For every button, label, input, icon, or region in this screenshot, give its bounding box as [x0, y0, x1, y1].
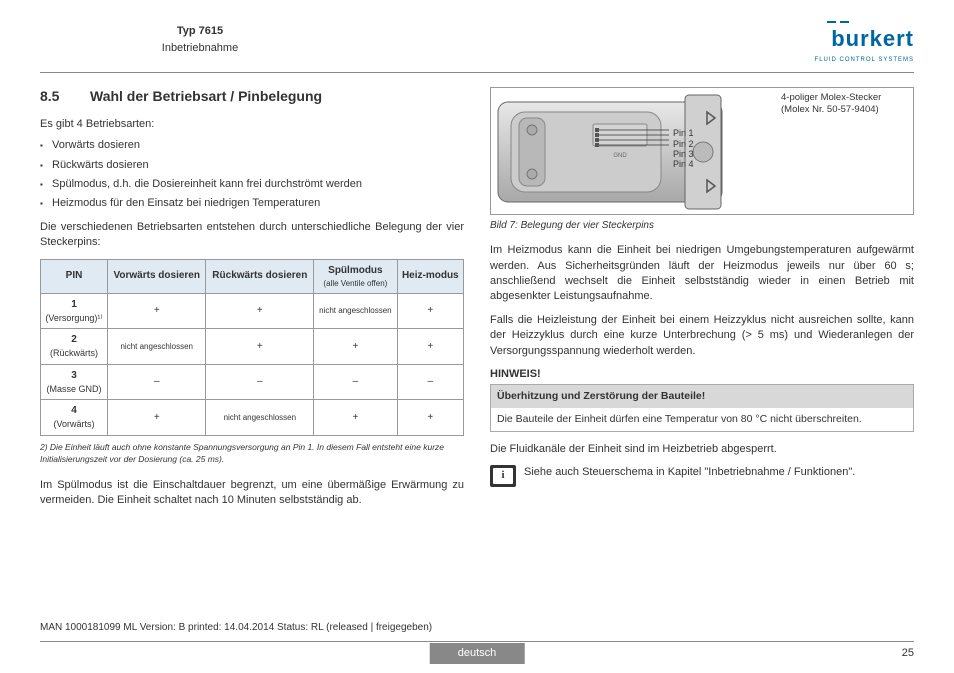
list-item: Heizmodus für den Einsatz bei niedrigen … [40, 196, 464, 211]
pin-diagram: GND 4-poliger Molex-Stecker (Molex Nr. 5… [490, 87, 914, 215]
book-info-icon [490, 465, 516, 487]
left-column: 8.5 Wahl der Betriebsart / Pinbelegung E… [40, 87, 464, 516]
pin-table: PIN Vorwärts dosieren Rückwärts dosieren… [40, 259, 464, 437]
table-row: 2(Rückwärts) nicht angeschlossen + + + [41, 329, 464, 365]
list-item: Spülmodus, d.h. die Dosiereinheit kann f… [40, 177, 464, 192]
svg-text:GND: GND [613, 153, 627, 159]
figure-caption: Bild 7: Belegung der vier Steckerpins [490, 219, 914, 233]
table-row: 3(Masse GND) – – – – [41, 364, 464, 400]
footer-page-number: 25 [902, 646, 914, 661]
molex-label: 4-poliger Molex-Stecker (Molex Nr. 50-57… [781, 92, 909, 116]
header-sub: Inbetriebnahme [40, 41, 360, 56]
table-row: 4(Vorwärts) + nicht angeschlossen + + [41, 400, 464, 436]
fluid-para: Die Fluidkanäle der Einheit sind im Heiz… [490, 442, 914, 457]
footer-bar: deutsch 25 [40, 641, 914, 663]
brand-logo: burkert FLUID CONTROL SYSTEMS [815, 24, 914, 64]
section-heading: 8.5 Wahl der Betriebsart / Pinbelegung [40, 87, 464, 107]
list-item: Rückwärts dosieren [40, 158, 464, 173]
heiz-para-2: Falls die Heizleistung der Einheit bei e… [490, 313, 914, 359]
list-item: Vorwärts dosieren [40, 138, 464, 153]
after-list-text: Die verschiedenen Betriebsarten entstehe… [40, 220, 464, 251]
page-header: Typ 7615 Inbetriebnahme burkert FLUID CO… [40, 24, 914, 73]
pin-labels: Pin 1 Pin 2 Pin 3 Pin 4 [673, 128, 694, 169]
reference-text: Siehe auch Steuerschema in Kapitel "Inbe… [524, 465, 855, 480]
spul-paragraph: Im Spülmodus ist die Einschaltdauer begr… [40, 478, 464, 509]
bullet-list: Vorwärts dosieren Rückwärts dosieren Spü… [40, 138, 464, 212]
reference-box: Siehe auch Steuerschema in Kapitel "Inbe… [490, 465, 914, 487]
heiz-para-1: Im Heizmodus kann die Einheit bei niedri… [490, 243, 914, 305]
footer-version: MAN 1000181099 ML Version: B printed: 14… [40, 621, 432, 635]
intro-text: Es gibt 4 Betriebsarten: [40, 117, 464, 132]
right-column: GND 4-poliger Molex-Stecker (Molex Nr. 5… [490, 87, 914, 516]
table-row: 1(Versorgung)¹⁾ + + nicht angeschlossen … [41, 293, 464, 329]
header-typ: Typ 7615 [40, 24, 360, 39]
hinweis-box: Überhitzung und Zerstörung der Bauteile!… [490, 384, 914, 431]
hinweis-label: HINWEIS! [490, 367, 914, 382]
footer-language: deutsch [430, 643, 525, 664]
table-footnote: 2) Die Einheit läuft auch ohne konstante… [40, 442, 464, 466]
